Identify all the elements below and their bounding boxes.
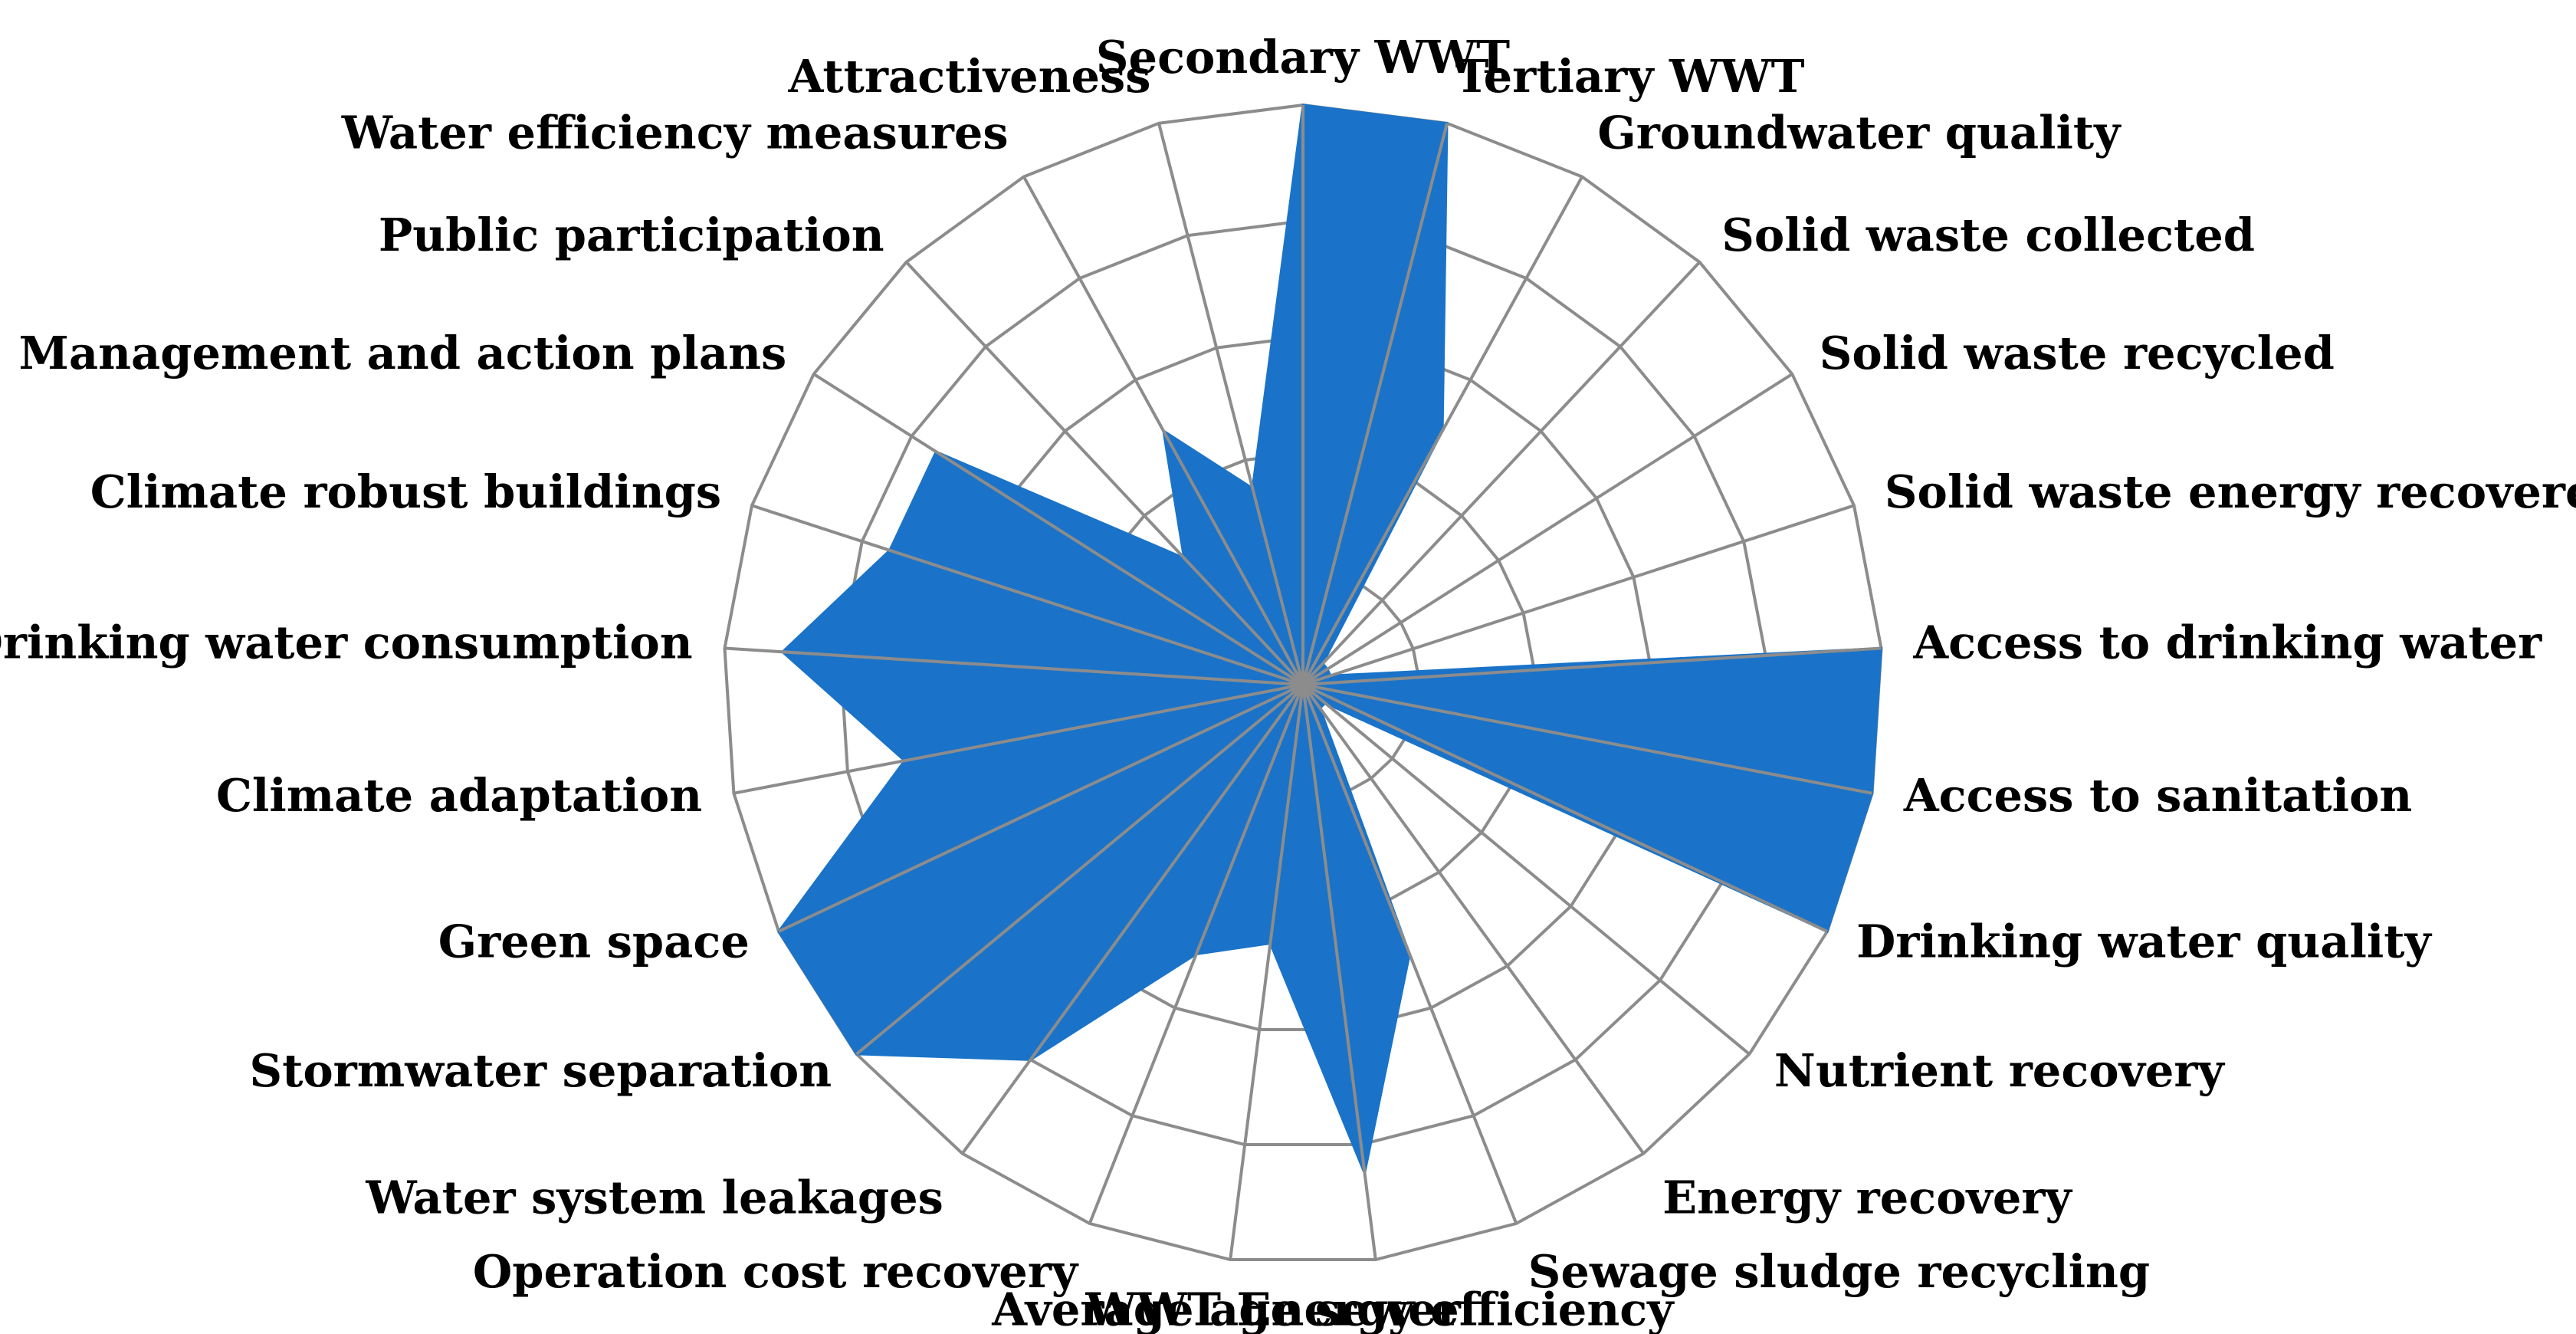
spoke-7 [1302,683,1872,795]
grid-ring-5 [723,103,1883,1261]
spoke-5 [1302,504,1855,686]
grid-layer [723,103,1883,1261]
axis-label: Drinking water quality [1856,915,2432,968]
axis-label: Climate adaptation [216,769,702,822]
spoke-22 [905,261,1304,686]
axis-label: Public participation [379,209,884,261]
axis-label: Climate robust buildings [90,465,721,518]
axis-label: Management and action plans [19,327,787,380]
spoke-17 [778,683,1304,933]
axis-label: Green space [438,915,750,968]
axis-label: Secondary WWT [1096,31,1510,84]
axis-label: Access to sanitation [1903,769,2412,822]
grid-ring-4 [838,219,1767,1146]
data-layer [777,104,1883,1178]
axis-label: Solid waste energy recovered [1885,465,2576,518]
spoke-4 [1301,373,1793,686]
spoke-21 [812,373,1304,686]
axis-label: Sewage sludge recycling [1528,1245,2150,1298]
axis-label: Drinking water consumption [0,616,693,669]
spoke-15 [960,683,1304,1155]
spoke-1 [1301,123,1449,685]
spoke-layer [724,105,1882,1260]
spoke-14 [1088,684,1304,1224]
spoke-11 [1301,684,1518,1224]
spoke-3 [1301,261,1701,686]
axis-label: Solid waste recycled [1820,327,2335,380]
data-series-area [777,104,1883,1178]
axis-label: Groundwater quality [1597,107,2122,159]
axis-label: Operation cost recovery [473,1245,1079,1298]
spoke-23 [1022,176,1304,685]
spoke-10 [1301,683,1646,1155]
axis-label: Stormwater separation [249,1044,832,1097]
axis-label: Energy recovery [1662,1171,2072,1224]
spoke-20 [751,504,1304,686]
axis-label: Water efficiency measures [341,107,1009,159]
spoke-19 [724,646,1304,686]
spoke-24 [1157,123,1304,685]
axis-label: Access to drinking water [1912,616,2542,669]
axis-label: Solid waste collected [1721,209,2255,261]
spoke-8 [1302,683,1828,933]
axis-label: Nutrient recovery [1774,1044,2226,1097]
spoke-18 [733,683,1304,795]
axis-label: Attractiveness [788,50,1151,103]
spoke-13 [1229,684,1304,1260]
spoke-12 [1301,684,1377,1260]
spoke-2 [1301,176,1583,685]
axis-label: WWT Energy efficiency [1085,1283,1675,1334]
spoke-9 [1301,683,1751,1056]
axis-label: Water system leakages [365,1171,943,1224]
axis-label: Tertiary WWT [1455,50,1805,103]
spoke-16 [855,683,1304,1056]
spoke-6 [1302,646,1882,686]
axis-label: Average age sewer [991,1283,1461,1334]
